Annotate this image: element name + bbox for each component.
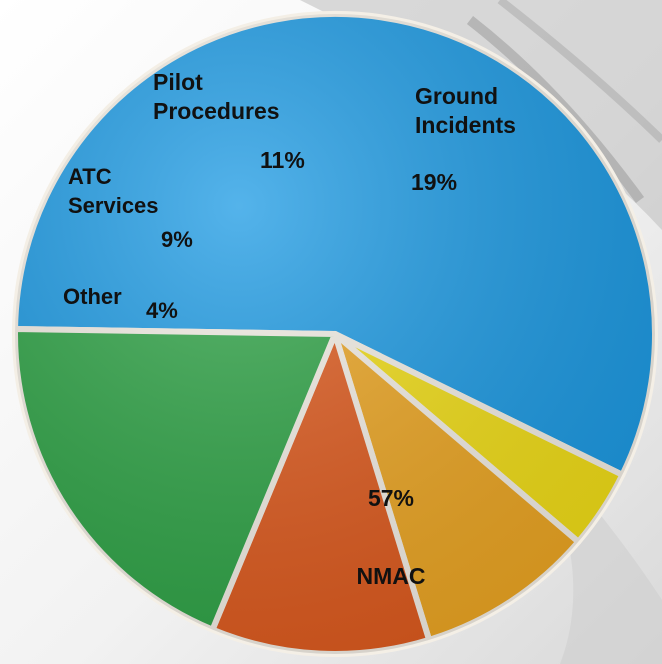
- pie-slices: [12, 11, 658, 657]
- slice-name-label: ATC Services: [68, 164, 159, 218]
- slice-name-label: Pilot Procedures: [153, 69, 280, 124]
- slice-name-label: NMAC: [357, 563, 426, 589]
- slice-percent-label: 11%: [260, 147, 305, 173]
- slice-percent-label: 57%: [368, 485, 414, 511]
- slice-name-label: Ground Incidents: [415, 83, 516, 138]
- slice-percent-label: 4%: [146, 298, 178, 323]
- slice-name-label: Other: [63, 284, 122, 309]
- slice-percent-label: 19%: [411, 169, 457, 195]
- slice-percent-label: 9%: [161, 227, 193, 252]
